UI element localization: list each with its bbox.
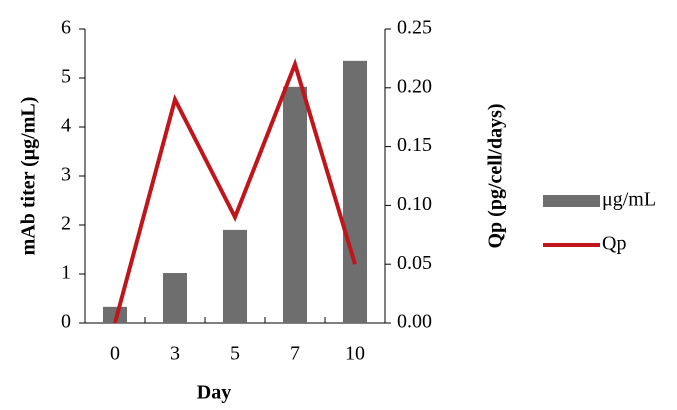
y2-tick-label: 0.15: [397, 134, 432, 156]
y-tick-label: 2: [61, 213, 71, 235]
legend-swatch: [543, 195, 600, 207]
chart: Day mAb titer (μg/mL) Qp (pg/cell/days) …: [0, 0, 677, 410]
page: Day mAb titer (μg/mL) Qp (pg/cell/days) …: [0, 0, 677, 410]
x-axis-title: Day: [197, 382, 231, 404]
x-tick-label: 7: [290, 343, 300, 365]
bar: [223, 230, 247, 323]
legend-label: Qp: [602, 233, 626, 255]
y-tick-label: 5: [61, 66, 71, 88]
bar: [163, 273, 187, 323]
y2-tick-label: 0.05: [397, 252, 432, 274]
y2-tick-label: 0.20: [397, 75, 432, 97]
y2-tick-label: 0.10: [397, 193, 432, 215]
y2-tick-label: 0.25: [397, 17, 432, 39]
y2-tick-label: 0.00: [397, 311, 432, 333]
x-tick-label: 5: [230, 343, 240, 365]
y-tick-label: 4: [61, 115, 71, 137]
y-tick-label: 0: [61, 311, 71, 333]
legend-label: μg/mL: [602, 189, 656, 211]
bar: [283, 87, 307, 323]
y-tick-label: 6: [61, 17, 71, 39]
y-axis-title: mAb titer (μg/mL): [18, 97, 40, 256]
y2-axis-title: Qp (pg/cell/days): [485, 103, 507, 248]
x-tick-label: 3: [170, 343, 180, 365]
bar: [343, 61, 367, 323]
x-tick-label: 0: [110, 343, 120, 365]
y-tick-label: 1: [61, 262, 71, 284]
y-tick-label: 3: [61, 164, 71, 186]
x-tick-label: 10: [345, 343, 365, 365]
